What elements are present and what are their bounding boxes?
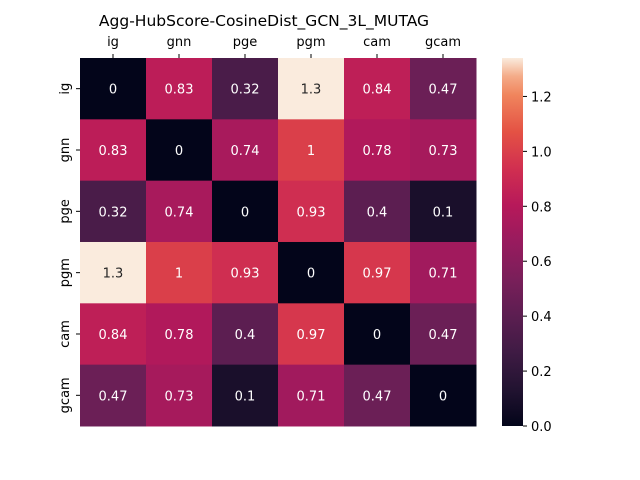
heatmap-cell-pgm-gnn <box>146 241 213 304</box>
heatmap-cell-gcam-pgm <box>278 364 345 427</box>
x-tick-label-gnn: gnn <box>167 35 192 50</box>
heatmap-cell-ig-pgm <box>278 58 345 120</box>
colorbar-tick-label: 0.6 <box>531 255 552 270</box>
colorbar-gradient <box>502 58 523 426</box>
colorbar-ticks: 0.0 0.2 0.4 0.6 0.8 1.0 1.2 <box>523 90 552 435</box>
heatmap-cell-pge-pgm <box>278 180 345 243</box>
heatmap-cell-cam-gcam <box>410 303 477 366</box>
cell-annotation: 1 <box>307 144 315 159</box>
cell-annotation: 0.74 <box>231 144 260 159</box>
cell-annotation: 0.78 <box>363 144 392 159</box>
cell-annotation: 0.83 <box>99 144 128 159</box>
cell-annotation: 0.74 <box>165 205 194 220</box>
heatmap-cell-pge-cam <box>344 180 411 243</box>
heatmap-cell-pgm-ig <box>80 241 147 304</box>
cell-annotation: 0.47 <box>429 83 458 98</box>
x-tick-label-pge: pge <box>233 35 258 50</box>
heatmap-cell-pge-pge <box>212 180 279 243</box>
cell-annotation: 0 <box>439 389 447 404</box>
heatmap-cell-pgm-pgm <box>278 241 345 304</box>
x-tick-label-cam: cam <box>363 35 391 50</box>
cell-annotation: 0.32 <box>99 205 128 220</box>
cell-annotation: 0.47 <box>429 328 458 343</box>
cell-annotation: 0 <box>109 83 117 98</box>
y-axis: ig gnn pge pgm cam gcam <box>58 83 80 413</box>
heatmap-cell-gnn-ig <box>80 119 147 182</box>
colorbar-tick-label: 0.4 <box>531 310 552 325</box>
heatmap-cell-cam-gnn <box>146 303 213 366</box>
heatmap-cell-pge-ig <box>80 180 147 243</box>
cell-annotation: 0.47 <box>99 389 128 404</box>
cell-annotation: 0.32 <box>231 83 260 98</box>
colorbar-tick-label: 0.0 <box>531 420 552 435</box>
y-tick-label-cam: cam <box>58 320 73 348</box>
heatmap-cell-gcam-ig <box>80 364 147 427</box>
colorbar-tick-label: 0.2 <box>531 365 552 380</box>
heatmap-cell-ig-gnn <box>146 58 213 120</box>
cell-annotation: 1.3 <box>301 83 322 98</box>
heatmap-cell-ig-pge <box>212 58 279 120</box>
y-tick-label-pge: pge <box>58 199 73 224</box>
cell-annotation: 0.71 <box>429 267 458 282</box>
cell-annotation: 0 <box>241 205 249 220</box>
heatmap-cell-gcam-gnn <box>146 364 213 427</box>
x-tick-label-gcam: gcam <box>425 35 461 50</box>
heatmap-cell-gnn-gnn <box>146 119 213 182</box>
heatmap-cell-cam-pge <box>212 303 279 366</box>
cell-annotation: 0.71 <box>297 389 326 404</box>
y-tick-label-ig: ig <box>58 83 73 95</box>
heatmap-cell-cam-cam <box>344 303 411 366</box>
cell-annotation: 1 <box>175 267 183 282</box>
x-axis: ig gnn pge pgm cam gcam <box>107 35 461 58</box>
cell-annotation: 0.73 <box>429 144 458 159</box>
heatmap-cell-pgm-cam <box>344 241 411 304</box>
heatmap-cell-pgm-pge <box>212 241 279 304</box>
heatmap-cell-ig-cam <box>344 58 411 120</box>
cell-annotation: 0.93 <box>231 267 260 282</box>
colorbar: 0.0 0.2 0.4 0.6 0.8 1.0 1.2 <box>502 58 552 435</box>
heatmap-cell-cam-pgm <box>278 303 345 366</box>
heatmap-cell-gnn-pgm <box>278 119 345 182</box>
heatmap-cell-pgm-gcam <box>410 241 477 304</box>
cell-annotation: 1.3 <box>103 267 124 282</box>
cell-annotation: 0.93 <box>297 205 326 220</box>
cell-annotation: 0 <box>175 144 183 159</box>
cell-annotation: 0.47 <box>363 389 392 404</box>
y-tick-label-pgm: pgm <box>58 258 73 287</box>
y-tick-label-gcam: gcam <box>58 377 73 413</box>
cell-annotation: 0.78 <box>165 328 194 343</box>
heatmap-cell-gcam-cam <box>344 364 411 427</box>
heatmap-cells: 0 0.83 0.32 1.3 0.84 0.47 0.83 0 0.74 1 0.78 0.73 0.… <box>80 58 477 427</box>
chart-title: Agg-HubScore-CosineDist_GCN_3L_MUTAG <box>99 12 429 31</box>
cell-annotation: 0.1 <box>235 389 256 404</box>
cell-annotation: 0.97 <box>363 267 392 282</box>
cell-annotation: 0 <box>307 267 315 282</box>
heatmap-cell-gcam-gcam <box>410 364 477 427</box>
heatmap-cell-gnn-gcam <box>410 119 477 182</box>
cell-annotation: 0.4 <box>367 205 388 220</box>
heatmap-cell-pge-gcam <box>410 180 477 243</box>
x-tick-label-ig: ig <box>107 35 119 50</box>
cell-annotation: 0.97 <box>297 328 326 343</box>
y-tick-label-gnn: gnn <box>58 138 73 163</box>
cell-annotation: 0.83 <box>165 83 194 98</box>
cell-annotation: 0.84 <box>363 83 392 98</box>
heatmap-cell-ig-ig <box>80 58 147 120</box>
cell-annotation: 0 <box>373 328 381 343</box>
heatmap-cell-gnn-pge <box>212 119 279 182</box>
heatmap-cell-gcam-pge <box>212 364 279 427</box>
x-tick-label-pgm: pgm <box>296 35 325 50</box>
colorbar-tick-label: 0.8 <box>531 200 552 215</box>
heatmap-cell-pge-gnn <box>146 180 213 243</box>
cell-annotation: 0.73 <box>165 389 194 404</box>
cell-annotation: 0.4 <box>235 328 256 343</box>
colorbar-tick-label: 1.0 <box>531 145 552 160</box>
colorbar-tick-label: 1.2 <box>531 90 552 105</box>
heatmap-cell-ig-gcam <box>410 58 477 120</box>
heatmap-cell-gnn-cam <box>344 119 411 182</box>
heatmap-cell-cam-ig <box>80 303 147 366</box>
cell-annotation: 0.1 <box>433 205 454 220</box>
cell-annotation: 0.84 <box>99 328 128 343</box>
